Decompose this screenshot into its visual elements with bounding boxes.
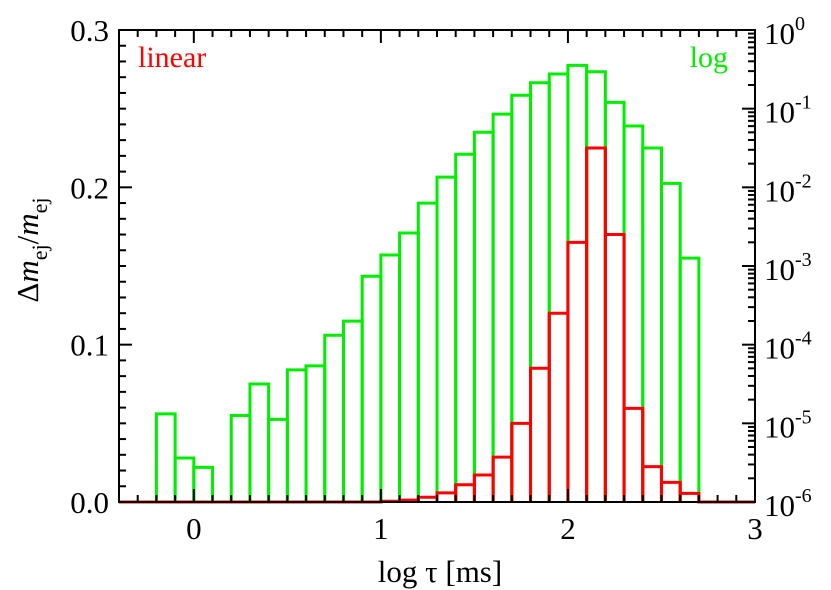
legend-linear: linear: [138, 41, 206, 74]
linear-bar: [547, 313, 570, 502]
linear-bar: [454, 484, 476, 502]
log-bar: [510, 93, 533, 502]
log-bar: [566, 63, 589, 502]
log-bar: [659, 181, 682, 502]
x-tick-label: 0: [186, 511, 202, 546]
log-bar: [641, 146, 663, 502]
log-bar: [529, 81, 551, 502]
y-left-tick-label: 0.1: [70, 328, 109, 363]
log-bar: [603, 100, 626, 502]
log-bar: [472, 130, 495, 502]
log-bar: [435, 175, 458, 502]
x-tick-label: 1: [373, 511, 389, 546]
log-bar: [323, 333, 345, 502]
log-bar: [585, 70, 607, 502]
log-bar: [248, 382, 271, 502]
x-tick-label: 3: [747, 511, 763, 546]
log-bar: [229, 413, 252, 502]
log-bar: [454, 152, 476, 502]
linear-bar: [622, 408, 645, 502]
log-bar: [341, 319, 364, 502]
x-axis-title: log τ [ms]: [378, 554, 502, 589]
y-left-tick-label: 0.0: [70, 485, 109, 520]
log-bar: [192, 465, 215, 502]
x-tick-label: 2: [560, 511, 576, 546]
log-bar: [267, 417, 289, 502]
linear-bar: [491, 457, 514, 502]
axes-layer: 0 1 2 3 0.0 0.1 0.2 0.3 100 10-1 10-2 10-3 10-4 10-5 1…: [70, 13, 811, 546]
y-right-tick-label: 10-1: [764, 92, 812, 130]
x-axis-title-symbol: τ: [425, 554, 437, 589]
linear-bar: [472, 474, 495, 502]
y-axis-title-m2: m: [10, 213, 45, 235]
log-bar: [547, 72, 570, 502]
y-left-tick-label: 0.3: [70, 13, 109, 48]
linear-bar: [585, 148, 607, 502]
y-axis-title-sub2: ej: [27, 197, 52, 213]
linear-bar: [566, 242, 589, 502]
y-right-tick-label: 10-5: [764, 406, 812, 444]
log-bar: [379, 253, 402, 502]
log-bar: [304, 364, 327, 502]
y-axis-title-m1: m: [10, 260, 45, 282]
y-right-tick-label: 10-2: [764, 170, 812, 208]
log-bar: [285, 368, 308, 502]
log-bar: [622, 124, 645, 502]
log-bar: [173, 456, 196, 502]
legend-log: log: [690, 41, 728, 74]
y-right-tick-label: 10-6: [764, 485, 812, 523]
log-bar: [360, 274, 383, 502]
linear-bar: [659, 482, 682, 502]
log-bar: [398, 231, 420, 502]
linear-bar: [529, 368, 551, 502]
linear-bar: [603, 234, 626, 502]
log-bar: [678, 256, 701, 502]
y-right-tick-label: 10-4: [764, 328, 812, 366]
x-axis-title-unit: [ms]: [445, 554, 502, 589]
log-bar: [416, 201, 439, 502]
y-axis-title-slash: /: [10, 235, 45, 244]
x-axis-title-prefix: log: [378, 554, 418, 589]
linear-bar: [641, 466, 663, 502]
series-layer: [119, 63, 755, 504]
y-axis-title-sub1: ej: [27, 244, 52, 260]
y-left-tick-label: 0.2: [70, 170, 109, 205]
y-axis-title-delta: Δ: [10, 283, 45, 303]
log-bar: [154, 412, 177, 502]
linear-bar: [510, 423, 533, 502]
y-right-tick-label: 100: [764, 13, 805, 51]
y-axis-title: Δmej/mej: [10, 197, 52, 302]
y-right-tick-label: 10-3: [764, 249, 812, 287]
log-bar: [491, 112, 514, 502]
